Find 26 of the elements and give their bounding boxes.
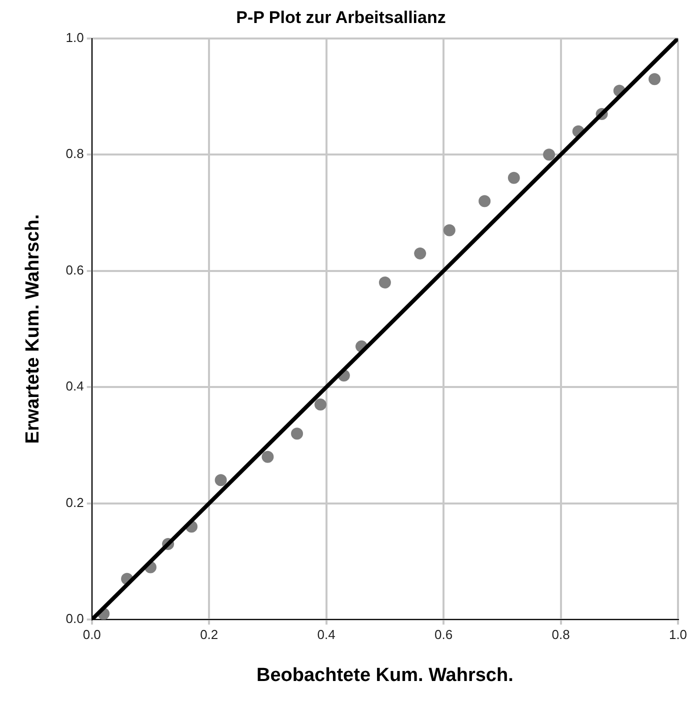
y-tick-label: 0.2 [66, 494, 84, 510]
y-tick-label: 0.0 [66, 611, 84, 626]
chart-title: P-P Plot zur Arbeitsallianz [236, 8, 446, 27]
x-tick-label: 0.4 [317, 626, 336, 642]
point [414, 247, 426, 260]
y-tick-label: 0.4 [66, 378, 84, 394]
point [478, 195, 491, 208]
x-tick-label: 0.6 [434, 626, 453, 642]
point [378, 276, 391, 289]
x-axis-title: Beobachtete Kum. Wahrsch. [256, 664, 514, 686]
y-tick-label: 0.6 [66, 262, 84, 278]
point [443, 224, 456, 236]
x-tick-label: 1.0 [668, 626, 688, 642]
point [508, 172, 520, 184]
y-axis-title: Erwartete Kum. Wahrsch. [22, 214, 44, 444]
x-tick-label: 0.2 [200, 626, 218, 642]
point [648, 73, 661, 86]
point [262, 450, 274, 463]
x-tick-label: 0.8 [552, 626, 570, 642]
point [214, 474, 227, 486]
x-tick-label: 0.0 [82, 626, 101, 642]
y-tick-label: 1.0 [66, 30, 84, 45]
y-tick-label: 0.8 [66, 146, 84, 162]
point [291, 428, 304, 440]
point [314, 398, 326, 411]
point [543, 148, 556, 161]
